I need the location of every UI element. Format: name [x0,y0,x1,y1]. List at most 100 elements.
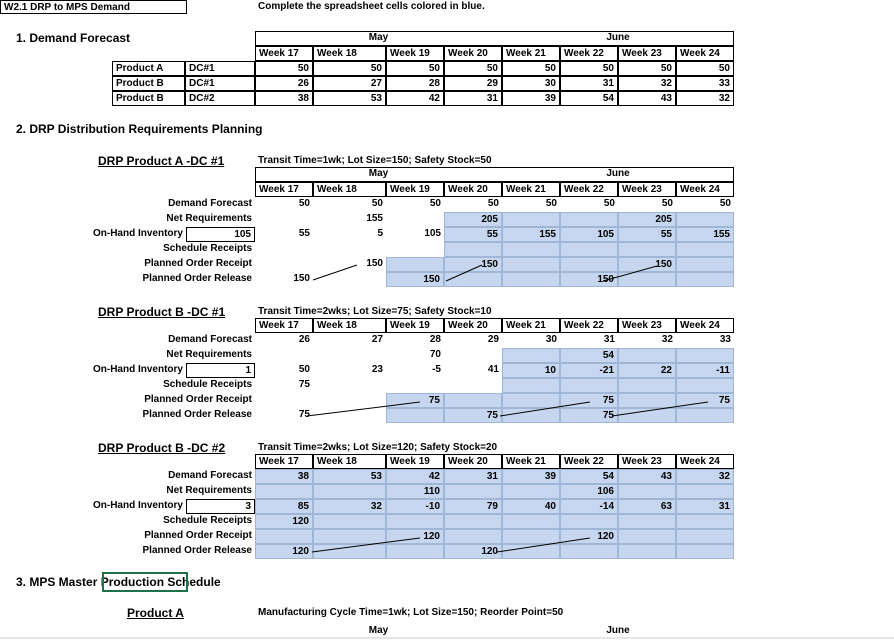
row-label: Net Requirements [166,485,252,496]
drp-cell: 85 [255,499,313,514]
forecast-cell: 30 [502,76,560,91]
week-header: Week 22 [560,454,618,469]
drp-cell [618,529,676,544]
drp-cell: 79 [444,499,502,514]
forecast-cell: 50 [444,61,502,76]
week-header: Week 20 [444,182,502,197]
forecast-cell: 50 [313,61,386,76]
week-header: Week 24 [676,318,734,333]
drp-cell: 42 [386,469,444,484]
drp-cell [676,257,734,272]
drp-cell: 33 [719,334,731,345]
drp-cell [618,544,676,559]
drp-cell: 205 [618,212,676,227]
forecast-cell: 50 [255,61,313,76]
drp-cell: 75 [560,393,618,408]
drp-cell [444,348,502,363]
drp-cell: 105 [424,228,441,239]
drp-cell [502,393,560,408]
drp-cell: 54 [560,469,618,484]
drp-cell: 155 [366,213,383,224]
drp-cell: 70 [429,349,441,360]
drp-cell: 120 [386,529,444,544]
initial-inventory: 105 [186,227,255,242]
drp-cell [386,242,444,257]
week-header: Week 22 [560,182,618,197]
drp-cell [313,242,386,257]
drp-cell: 28 [429,334,441,345]
block-parameters: Transit Time=2wks; Lot Size=75; Safety S… [258,306,492,317]
drp-cell [386,544,444,559]
week-header: Week 21 [502,454,560,469]
week-header: Week 24 [676,454,734,469]
drp-cell [444,393,502,408]
forecast-cell: 39 [502,91,560,106]
drp-cell: 50 [661,198,673,209]
drp-cell: 75 [386,393,444,408]
drp-cell: 120 [255,544,313,559]
dc-cell: DC#1 [185,61,255,76]
drp-cell [618,514,676,529]
week-header: Week 22 [560,318,618,333]
drp-cell [618,272,676,287]
drp-cell [560,242,618,257]
drp-cell [560,378,618,393]
forecast-cell: 53 [313,91,386,106]
drp-cell: -11 [676,363,734,378]
drp-cell: 106 [560,484,618,499]
week-header: Week 19 [386,318,444,333]
drp-cell [618,242,676,257]
forecast-cell: 50 [386,61,444,76]
drp-cell [618,484,676,499]
drp-cell [676,514,734,529]
instruction: Complete the spreadsheet cells colored i… [258,1,485,12]
drp-cell [560,212,618,227]
forecast-cell: 50 [502,61,560,76]
drp-cell: 10 [502,363,560,378]
drp-cell [313,408,386,423]
drp-cell [502,348,560,363]
drp-cell [502,257,560,272]
row-label: On-Hand Inventory [92,500,183,511]
row-label: Schedule Receipts [163,515,252,526]
drp-cell: 30 [545,334,557,345]
block-title: DRP Product B -DC #1 [98,305,226,319]
section-title: 1. Demand Forecast [16,31,131,45]
row-label: Demand Forecast [168,198,252,209]
drp-cell: 31 [444,469,502,484]
drp-cell [255,484,313,499]
drp-cell: 50 [545,198,557,209]
initial-inventory: 1 [186,363,255,378]
block-parameters: Transit Time=1wk; Lot Size=150; Safety S… [258,155,492,166]
row-label: Demand Forecast [168,470,252,481]
row-label: Planned Order Release [142,409,253,420]
drp-cell [618,348,676,363]
drp-cell [502,408,560,423]
drp-cell: 155 [502,227,560,242]
product-title: Product A [127,606,184,620]
forecast-cell: 50 [676,61,734,76]
month-label: May [368,168,389,179]
forecast-cell: 28 [386,76,444,91]
forecast-cell: 32 [618,76,676,91]
row-label: Schedule Receipts [163,379,252,390]
block-title: DRP Product B -DC #2 [98,441,226,455]
forecast-cell: 50 [618,61,676,76]
row-label: On-Hand Inventory [92,364,183,375]
drp-cell [444,378,502,393]
drp-cell [502,212,560,227]
month-label: June [606,625,630,636]
week-header: Week 23 [618,454,676,469]
row-label: Planned Order Receipt [144,258,252,269]
week-header: Week 18 [313,182,386,197]
drp-cell: 41 [487,364,499,375]
drp-cell: 105 [560,227,618,242]
drp-cell [255,257,313,272]
drp-cell [618,378,676,393]
drp-cell [313,514,386,529]
row-label: Schedule Receipts [163,243,252,254]
drp-cell: -14 [560,499,618,514]
drp-cell: 55 [444,227,502,242]
forecast-cell: 27 [313,76,386,91]
week-header: Week 23 [618,46,676,61]
